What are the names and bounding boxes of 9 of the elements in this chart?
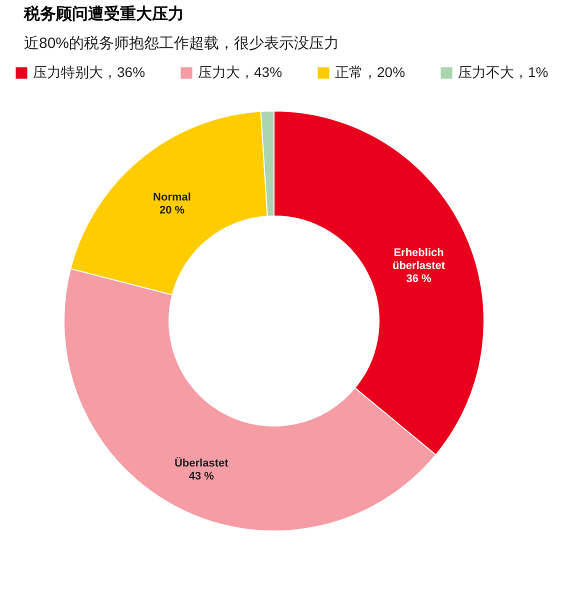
legend-label: 正常，20% xyxy=(335,64,406,80)
data-label: Überlastet 43 % xyxy=(174,456,229,483)
data-label: Normal 20 % xyxy=(153,192,191,217)
legend-label: 压力不大，1% xyxy=(458,64,548,80)
legend-label: 压力特别大，36% xyxy=(33,64,146,80)
chart-subtitle: 近80%的税务师抱怨工作超载，很少表示没压力 xyxy=(24,35,340,52)
legend-label: 压力大，43% xyxy=(198,64,282,80)
chart-title: 税务顾问遭受重大压力 xyxy=(23,5,184,23)
data-label: Erheblich überlastet 36 % xyxy=(392,246,446,285)
